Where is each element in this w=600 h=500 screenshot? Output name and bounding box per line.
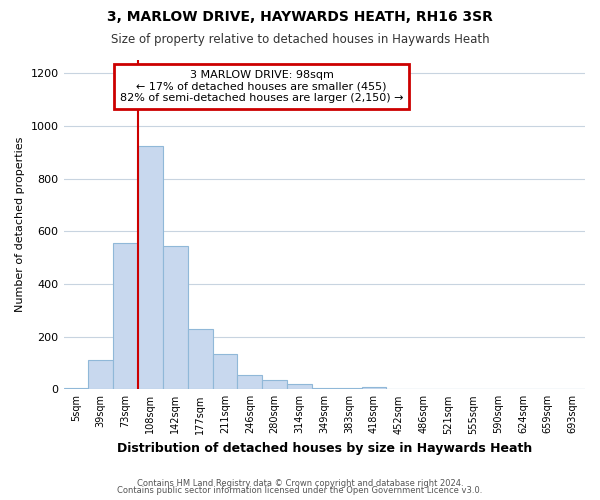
Bar [262, 380, 287, 390]
Text: 3, MARLOW DRIVE, HAYWARDS HEATH, RH16 3SR: 3, MARLOW DRIVE, HAYWARDS HEATH, RH16 3S… [107, 10, 493, 24]
Bar [138, 146, 163, 390]
Bar [88, 360, 113, 390]
Bar [163, 246, 188, 390]
Text: 3 MARLOW DRIVE: 98sqm
← 17% of detached houses are smaller (455)
82% of semi-det: 3 MARLOW DRIVE: 98sqm ← 17% of detached … [120, 70, 403, 103]
Y-axis label: Number of detached properties: Number of detached properties [15, 137, 25, 312]
Text: Size of property relative to detached houses in Haywards Heath: Size of property relative to detached ho… [110, 32, 490, 46]
Text: Contains HM Land Registry data © Crown copyright and database right 2024.: Contains HM Land Registry data © Crown c… [137, 478, 463, 488]
Bar [212, 354, 238, 390]
Bar [312, 388, 337, 390]
Bar [113, 243, 138, 390]
Bar [238, 375, 262, 390]
Bar [188, 328, 212, 390]
Bar [362, 386, 386, 390]
X-axis label: Distribution of detached houses by size in Haywards Heath: Distribution of detached houses by size … [116, 442, 532, 455]
Bar [337, 388, 362, 390]
Bar [287, 384, 312, 390]
Bar [64, 388, 88, 390]
Text: Contains public sector information licensed under the Open Government Licence v3: Contains public sector information licen… [118, 486, 482, 495]
